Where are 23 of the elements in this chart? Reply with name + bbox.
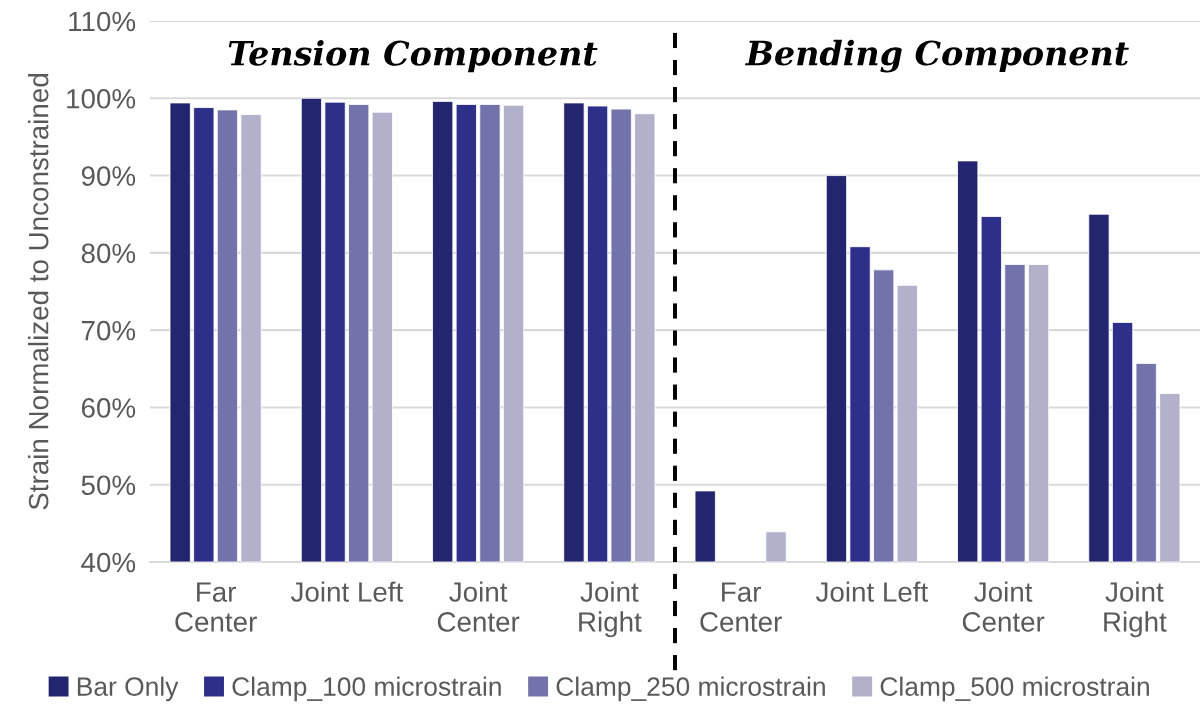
x-tick-label: Joint Right xyxy=(579,581,642,638)
y-tick-label: 90% xyxy=(81,166,136,186)
legend-label: Bar Only xyxy=(77,676,179,702)
y-tick-label: 60% xyxy=(81,398,136,418)
y-tick-label: 80% xyxy=(81,243,136,264)
legend-label: Clamp_100 microstrain xyxy=(232,676,501,702)
annotation: Tension Component xyxy=(228,40,598,73)
annotation: Bending Component xyxy=(745,39,1129,73)
legend-label: Clamp_250 microstrain xyxy=(556,676,825,702)
y-tick-label: 70% xyxy=(81,320,136,341)
y-axis-title: Strain Normalized to Unconstrained xyxy=(28,74,49,510)
legend-label: Clamp_500 microstrain xyxy=(880,676,1149,702)
x-tick-label: Joint Right xyxy=(1104,581,1167,638)
x-tick-label: Far Center xyxy=(175,582,257,632)
x-tick-label: Joint Left xyxy=(290,581,404,602)
x-tick-label: Joint Left xyxy=(815,581,929,602)
y-tick-label: 40% xyxy=(81,552,136,573)
y-tick-label: 50% xyxy=(81,475,136,496)
x-tick-label: Joint Center xyxy=(962,581,1045,632)
y-tick-label: 100% xyxy=(67,88,136,109)
x-tick-label: Far Center xyxy=(700,582,782,632)
x-tick-label: Joint Center xyxy=(437,581,520,632)
y-tick-label: 110% xyxy=(69,11,136,32)
